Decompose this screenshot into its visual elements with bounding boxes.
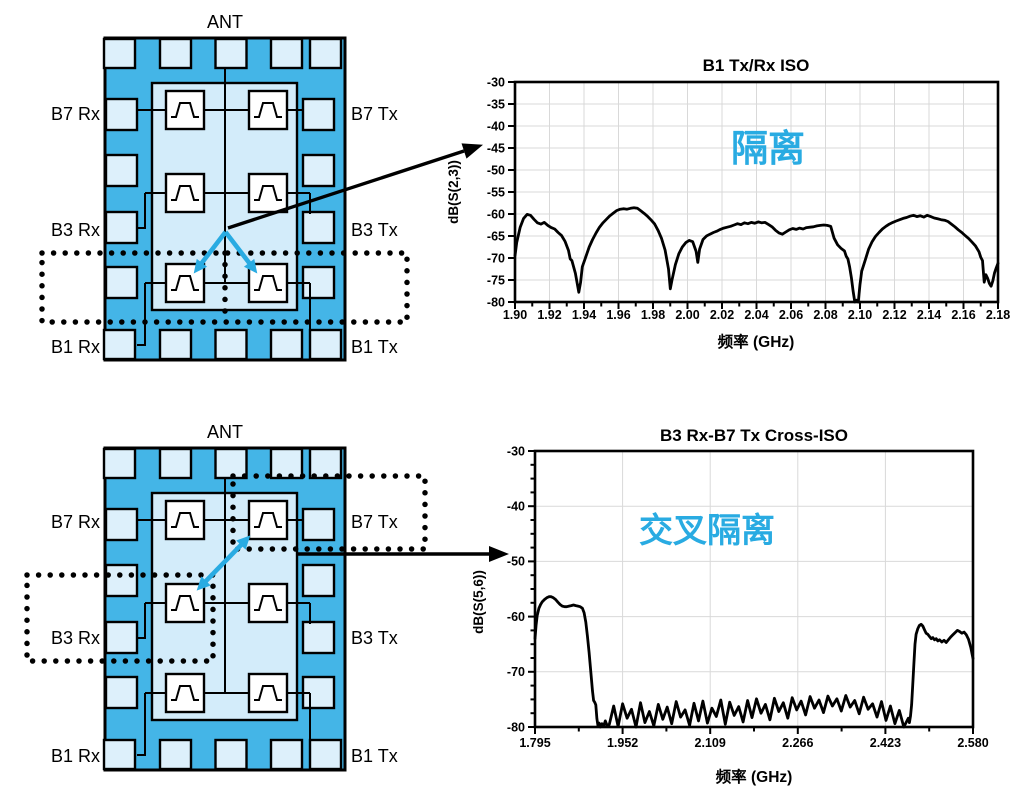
y-tick-label: -50 bbox=[507, 555, 525, 569]
x-tick-label: 2.266 bbox=[782, 736, 813, 750]
x-tick-label: 2.16 bbox=[951, 308, 975, 322]
y-tick-label: -55 bbox=[487, 185, 505, 199]
x-tick-label: 1.952 bbox=[607, 736, 638, 750]
x-tick-label: 2.10 bbox=[848, 308, 872, 322]
plot-area-b1-iso: 1.90 1.92 1.94 1.96 1.98 2.00 2.02 2.04 2.06 2.08… bbox=[487, 75, 1010, 322]
b3rx-highlight-dotted-box bbox=[24, 572, 216, 664]
y-tick-label: -30 bbox=[507, 444, 525, 458]
y-tick-label: -40 bbox=[507, 500, 525, 514]
pin-label-b7-tx: B7 Tx bbox=[351, 512, 398, 532]
chart-b1-iso: 1.90 1.92 1.94 1.96 1.98 2.00 2.02 2.04 2.06 2.08… bbox=[446, 56, 1010, 351]
x-tick-label: 2.14 bbox=[917, 308, 941, 322]
x-axis-label: 频率 (GHz) bbox=[716, 767, 793, 786]
y-axis-label: dB(S(5,6)) bbox=[471, 570, 486, 634]
x-tick-label: 2.109 bbox=[695, 736, 726, 750]
y-tick-label: -60 bbox=[507, 610, 525, 624]
y-tick-label: -30 bbox=[487, 75, 505, 89]
y-axis-label: dB(S(2,3)) bbox=[446, 160, 461, 224]
x-tick-label: 2.04 bbox=[744, 308, 768, 322]
pin-label-b7-rx: B7 Rx bbox=[51, 104, 100, 124]
y-tick-label: -75 bbox=[487, 273, 505, 287]
ant-label: ANT bbox=[207, 422, 243, 442]
pin-label-b1-rx: B1 Rx bbox=[51, 337, 100, 357]
x-tick-label: 2.423 bbox=[870, 736, 901, 750]
y-tick-label: -65 bbox=[487, 229, 505, 243]
pin-label-b3-tx: B3 Tx bbox=[351, 220, 398, 240]
cross-iso-double-arrow bbox=[196, 535, 251, 591]
y-tick-label: -70 bbox=[487, 251, 505, 265]
x-tick-label: 2.02 bbox=[710, 308, 734, 322]
pin-label-b3-tx: B3 Tx bbox=[351, 628, 398, 648]
chart-title: B3 Rx-B7 Tx Cross-ISO bbox=[660, 426, 848, 445]
multiplexer-diagram-b1-iso: ANT B7 Rx B3 Rx B1 Rx B7 Tx B3 Tx B1 Tx bbox=[39, 12, 410, 362]
x-tick-label: 2.580 bbox=[957, 736, 988, 750]
pin-label-b3-rx: B3 Rx bbox=[51, 628, 100, 648]
signal-trace bbox=[533, 595, 975, 729]
chart-cross-iso: 1.795 1.952 2.109 2.266 2.423 2.580 -30 -40 -50 -… bbox=[471, 426, 989, 786]
y-tick-label: -35 bbox=[487, 97, 505, 111]
x-tick-label: 2.18 bbox=[986, 308, 1010, 322]
pin-label-b3-rx: B3 Rx bbox=[51, 220, 100, 240]
x-tick-label: 1.98 bbox=[641, 308, 665, 322]
x-tick-label: 2.06 bbox=[779, 308, 803, 322]
pin-label-b1-tx: B1 Tx bbox=[351, 337, 398, 357]
plot-border bbox=[533, 449, 975, 729]
pin-label-b7-tx: B7 Tx bbox=[351, 104, 398, 124]
y-tick-label: -80 bbox=[507, 720, 525, 734]
plot-area-cross-iso: 1.795 1.952 2.109 2.266 2.423 2.580 -30 -40 -50 -… bbox=[507, 444, 989, 750]
signal-trace bbox=[513, 206, 1000, 304]
x-axis-label: 频率 (GHz) bbox=[718, 332, 795, 351]
b7tx-highlight-dotted-box bbox=[230, 473, 428, 552]
x-tick-label: 1.96 bbox=[606, 308, 630, 322]
y-tick-label: -70 bbox=[507, 665, 525, 679]
y-tick-label: -45 bbox=[487, 141, 505, 155]
b1-highlight-dotted-box bbox=[39, 250, 410, 325]
x-tick-label: 2.00 bbox=[675, 308, 699, 322]
multiplexer-diagram-cross-iso: ANT B7 Rx B3 Rx B1 Rx B7 Tx B3 Tx B1 Tx bbox=[24, 422, 428, 772]
pin-label-b1-rx: B1 Rx bbox=[51, 746, 100, 766]
cross-isolation-annotation: 交叉隔离 bbox=[639, 511, 775, 550]
x-tick-label: 1.94 bbox=[572, 308, 596, 322]
x-tick-label: 2.08 bbox=[813, 308, 837, 322]
iso-arrow-left bbox=[193, 230, 228, 274]
y-tick-label: -80 bbox=[487, 295, 505, 309]
iso-arrow-right bbox=[223, 230, 258, 274]
y-tick-label: -50 bbox=[487, 163, 505, 177]
y-tick-label: -40 bbox=[487, 119, 505, 133]
x-tick-label: 1.90 bbox=[503, 308, 527, 322]
y-tick-label: -60 bbox=[487, 207, 505, 221]
pin-label-b7-rx: B7 Rx bbox=[51, 512, 100, 532]
x-tick-label: 2.12 bbox=[882, 308, 906, 322]
x-tick-label: 1.795 bbox=[519, 736, 550, 750]
x-tick-label: 1.92 bbox=[537, 308, 561, 322]
isolation-annotation: 隔离 bbox=[731, 128, 805, 169]
pin-label-b1-tx: B1 Tx bbox=[351, 746, 398, 766]
ant-label: ANT bbox=[207, 12, 243, 32]
chart-title: B1 Tx/Rx ISO bbox=[703, 56, 810, 75]
